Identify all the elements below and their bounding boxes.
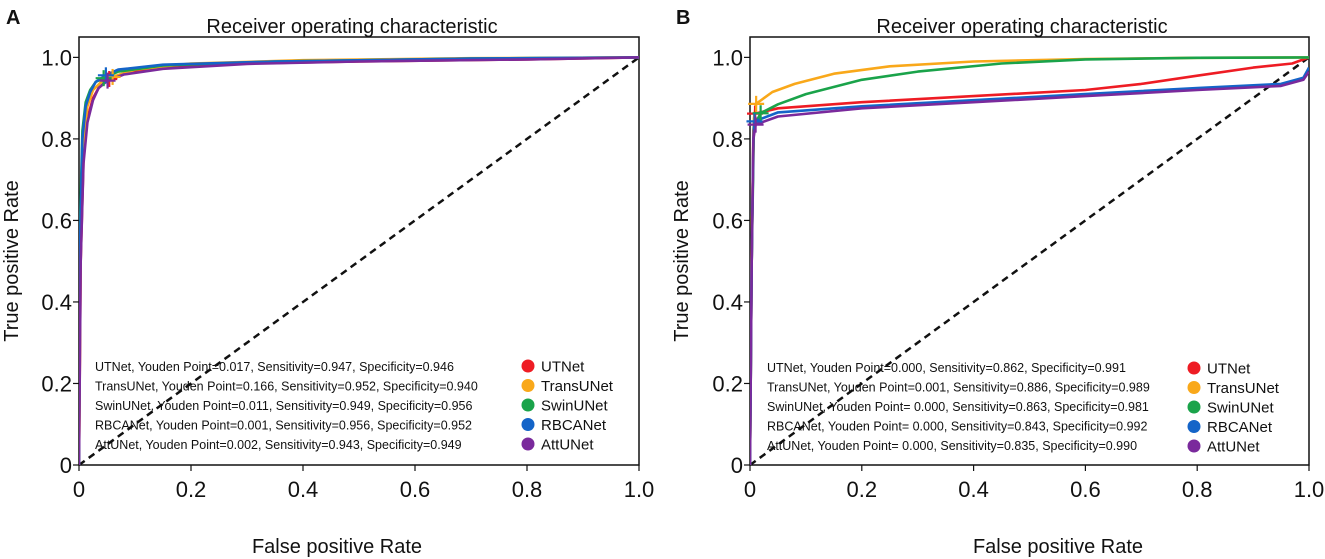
chart-b-xtick-label: 0	[744, 477, 756, 502]
chart-a-stat-line: TransUNet, Youden Point=0.166, Sensitivi…	[95, 380, 478, 394]
chart-a-legend-swatch-rbcanet	[521, 418, 535, 431]
chart-a-stat-line: AttUNet, Youden Point=0.002, Sensitivity…	[95, 438, 462, 452]
chart-a-legend-label-rbcanet: RBCANet	[541, 417, 607, 434]
chart-a-ylabel: True positive Rate	[1, 180, 23, 342]
chart-b-diagonal-reference	[750, 56, 1309, 465]
chart-b-youden-marker-swinunet	[752, 105, 769, 122]
chart-b-xtick-label: 1.0	[1294, 477, 1325, 502]
chart-b-ytick-label: 0.4	[712, 290, 743, 315]
chart-b-stat-line: UTNet, Youden Point=0.000, Sensitivity=0…	[767, 361, 1126, 375]
chart-b-ytick-label: 0.6	[712, 208, 743, 233]
chart-a-legend-label-utnet: UTNet	[541, 359, 585, 376]
chart-a-legend-label-transunet: TransUNet	[541, 378, 614, 395]
chart-b-legend-label-swinunet: SwinUNet	[1207, 400, 1275, 417]
chart-a-youden-marker-swinunet	[95, 70, 112, 87]
chart-a-xtick-label: 0	[73, 477, 85, 502]
chart-b-stat-line: RBCANet, Youden Point= 0.000, Sensitivit…	[767, 420, 1148, 434]
chart-b-legend-swatch-rbcanet	[1187, 420, 1201, 433]
chart-a-stat-line: RBCANet, Youden Point=0.001, Sensitivity…	[95, 419, 472, 433]
chart-a-xlabel: False positive Rate	[252, 536, 422, 558]
chart-b-stat-line: AttUNet, Youden Point= 0.000, Sensitivit…	[767, 439, 1137, 453]
chart-a-legend-swatch-swinunet	[521, 398, 535, 412]
chart-a-xtick-label: 0.2	[176, 477, 207, 502]
chart-b-xtick-label: 0.2	[847, 477, 878, 502]
chart-b-plot-frame	[749, 36, 1310, 466]
chart-b-panel-letter: B	[676, 7, 690, 29]
chart-a-legend-swatch-attunet	[521, 437, 535, 451]
chart-a-ytick-label: 0.4	[41, 290, 72, 315]
panel-b: B Receiver operating characteristic 0 0.2 0.…	[671, 7, 1324, 558]
chart-b-ytick-label: 0	[731, 453, 743, 478]
chart-a-stat-line: SwinUNet, Youden Point=0.011, Sensitivit…	[95, 399, 472, 413]
chart-b-xlabel: False positive Rate	[973, 536, 1143, 558]
chart-a-ytick-label: 1.0	[41, 45, 72, 70]
chart-b-legend-swatch-utnet	[1187, 361, 1201, 375]
chart-b-legend-label-rbcanet: RBCANet	[1207, 419, 1273, 436]
chart-a-diagonal-reference	[79, 56, 639, 465]
chart-b-series-attunet	[750, 70, 1309, 465]
chart-a-xtick-label: 0.8	[512, 477, 543, 502]
chart-a-title: Receiver operating characteristic	[206, 16, 497, 38]
chart-b-youden-marker-attunet	[747, 116, 764, 133]
chart-b-legend-swatch-transunet	[1187, 381, 1201, 394]
chart-b-legend-label-utnet: UTNet	[1207, 361, 1251, 378]
chart-a-xtick-label: 1.0	[624, 477, 655, 502]
chart-b-ytick-label: 0.2	[712, 371, 743, 396]
chart-b-youden-marker-transunet	[748, 95, 765, 112]
chart-a-legend-swatch-utnet	[521, 359, 535, 373]
chart-a-xtick-label: 0.6	[400, 477, 431, 502]
chart-a-ytick-label: 0.2	[41, 371, 72, 396]
chart-a-xtick-label: 0.4	[288, 477, 319, 502]
chart-b-ytick-label: 1.0	[712, 45, 743, 70]
chart-b-xtick-label: 0.4	[958, 477, 989, 502]
chart-a-ytick-label: 0	[60, 453, 72, 478]
chart-a-stat-line: UTNet, Youden Point=0.017, Sensitivity=0…	[95, 360, 454, 374]
chart-a-ytick-label: 0.8	[41, 127, 72, 152]
chart-b-stat-line: SwinUNet, Youden Point= 0.000, Sensitivi…	[767, 400, 1149, 414]
chart-b-ylabel: True positive Rate	[671, 180, 693, 342]
panel-a: A Receiver operating characteristic 0 0.2 0.…	[1, 7, 654, 558]
chart-a-legend-swatch-transunet	[521, 379, 535, 392]
chart-b-legend-swatch-swinunet	[1187, 400, 1201, 414]
chart-b-legend-label-attunet: AttUNet	[1207, 439, 1260, 456]
chart-a-panel-letter: A	[6, 7, 20, 29]
chart-b-stat-line: TransUNet, Youden Point=0.001, Sensitivi…	[767, 381, 1150, 395]
chart-b-title: Receiver operating characteristic	[876, 16, 1167, 38]
chart-b-legend-label-transunet: TransUNet	[1207, 380, 1280, 397]
chart-a-legend-label-swinunet: SwinUNet	[541, 398, 609, 415]
chart-a-legend-label-attunet: AttUNet	[541, 437, 594, 454]
chart-a-ytick-label: 0.6	[41, 208, 72, 233]
chart-b-youden-marker-rbcanet	[746, 113, 763, 130]
chart-b-ytick-label: 0.8	[712, 127, 743, 152]
chart-a-youden-marker-attunet	[99, 72, 116, 89]
chart-b-xtick-label: 0.6	[1070, 477, 1101, 502]
chart-b-legend-swatch-attunet	[1187, 439, 1201, 453]
chart-b-xtick-label: 0.8	[1182, 477, 1213, 502]
